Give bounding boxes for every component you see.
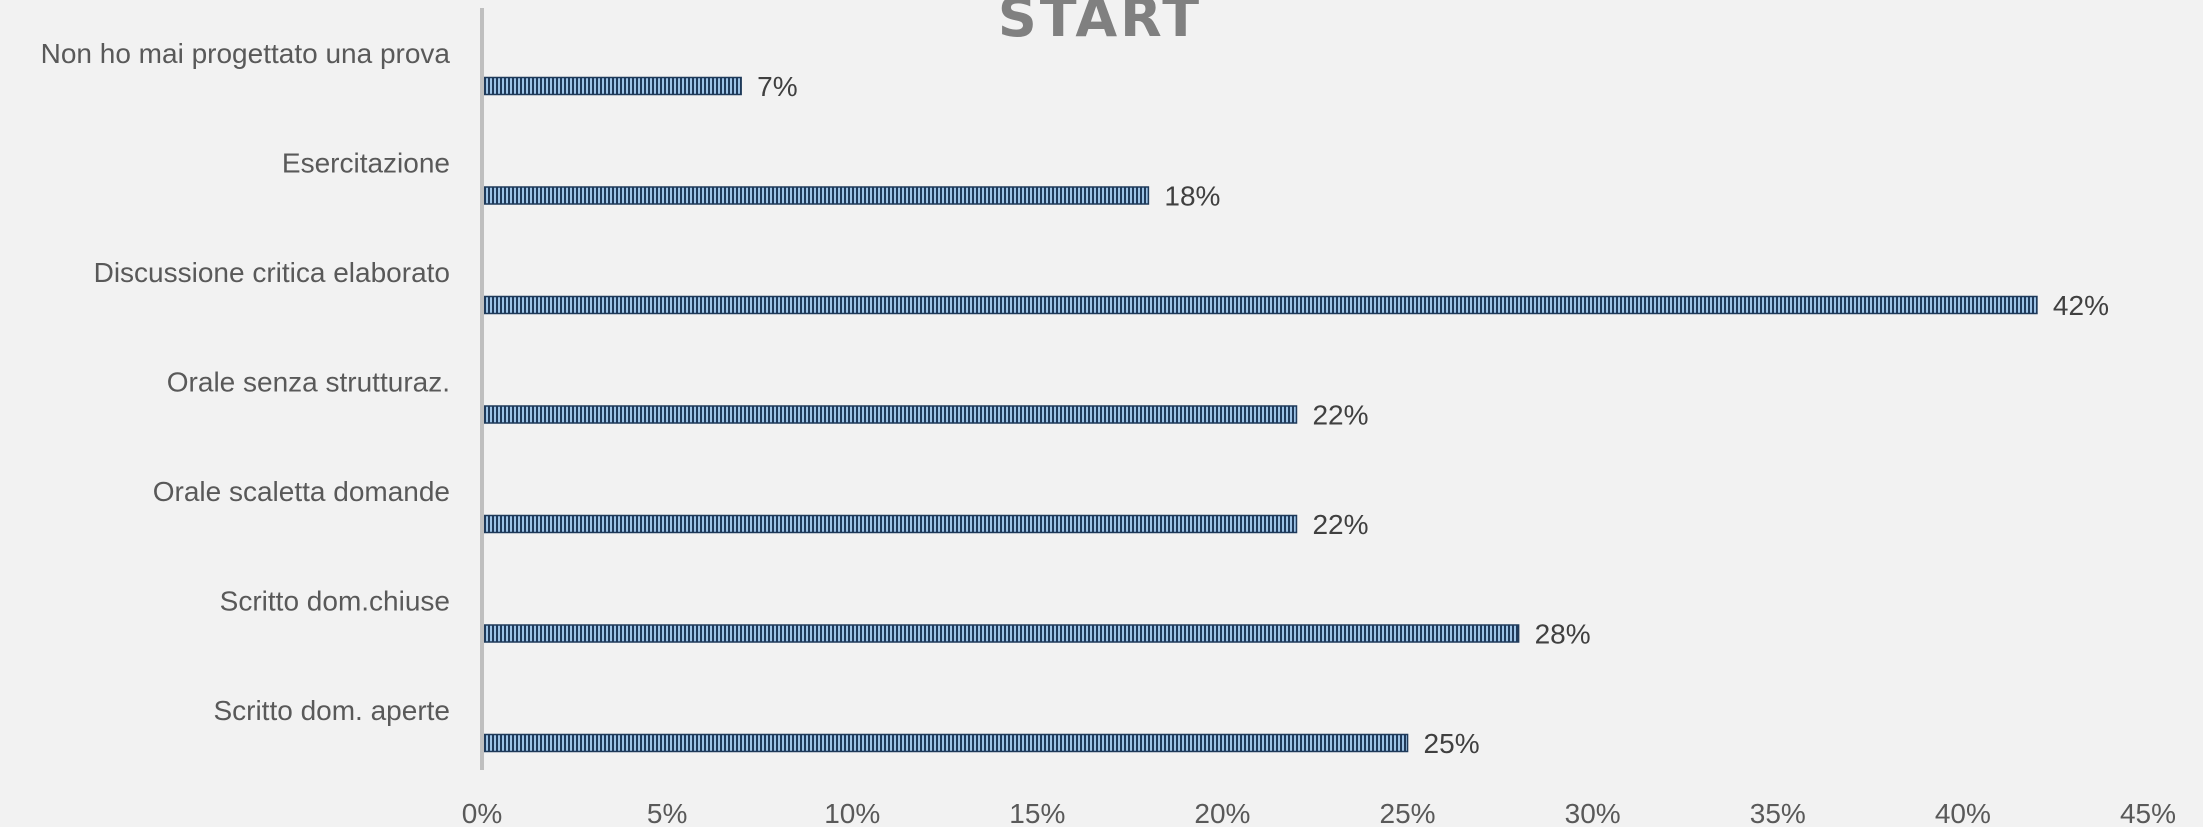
x-tick-label: 30% — [1565, 798, 1621, 827]
bars-layer: 7% 18% 42% 22% 22% 28% 25% — [481, 71, 2109, 759]
category-label: Esercitazione — [282, 148, 450, 179]
bar — [481, 76, 742, 96]
bar — [481, 624, 1520, 643]
x-tick-label: 25% — [1380, 798, 1436, 827]
category-label: Discussione critica elaborato — [94, 257, 450, 288]
data-label: 42% — [2053, 290, 2109, 321]
category-label: Non ho mai progettato una prova — [41, 38, 451, 69]
x-tick-label: 15% — [1009, 798, 1065, 827]
chart-title: START — [998, 0, 1202, 49]
data-label: 22% — [1312, 509, 1368, 540]
x-tick-label: 20% — [1194, 798, 1250, 827]
category-labels-layer: Non ho mai progettato una prova Esercitaz… — [41, 38, 451, 726]
bar — [481, 295, 2038, 315]
bar — [481, 405, 1298, 424]
category-label: Orale senza strutturaz. — [167, 367, 450, 398]
bar — [481, 514, 1298, 534]
x-tick-label: 40% — [1935, 798, 1991, 827]
x-tick-label: 0% — [462, 798, 502, 827]
bar — [481, 733, 1409, 753]
data-label: 22% — [1312, 400, 1368, 431]
category-label: Orale scaletta domande — [153, 476, 450, 507]
category-label: Scritto dom.chiuse — [220, 586, 450, 617]
data-label: 7% — [757, 71, 797, 102]
x-tick-label: 10% — [824, 798, 880, 827]
data-label: 25% — [1424, 728, 1480, 759]
x-tick-label: 5% — [647, 798, 687, 827]
category-label: Scritto dom. aperte — [213, 695, 450, 726]
data-label: 18% — [1164, 181, 1220, 212]
x-tick-label: 45% — [2120, 798, 2176, 827]
bar — [481, 186, 1150, 205]
x-tick-label: 35% — [1750, 798, 1806, 827]
data-label: 28% — [1535, 619, 1591, 650]
x-axis-ticks-layer: 0% 5% 10% 15% 20% 25% 30% 35% 40% 45% — [462, 798, 2176, 827]
